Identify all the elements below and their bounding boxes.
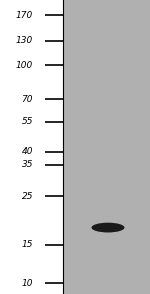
Text: 170: 170 [16, 11, 33, 20]
Text: 35: 35 [21, 160, 33, 169]
Text: 100: 100 [16, 61, 33, 70]
Text: 55: 55 [21, 117, 33, 126]
FancyBboxPatch shape [0, 0, 63, 294]
Text: 40: 40 [21, 148, 33, 156]
Text: 130: 130 [16, 36, 33, 45]
FancyBboxPatch shape [63, 0, 150, 294]
Ellipse shape [92, 223, 124, 233]
Text: 70: 70 [21, 95, 33, 103]
Text: 10: 10 [21, 279, 33, 288]
Text: 15: 15 [21, 240, 33, 249]
Text: 25: 25 [21, 192, 33, 201]
